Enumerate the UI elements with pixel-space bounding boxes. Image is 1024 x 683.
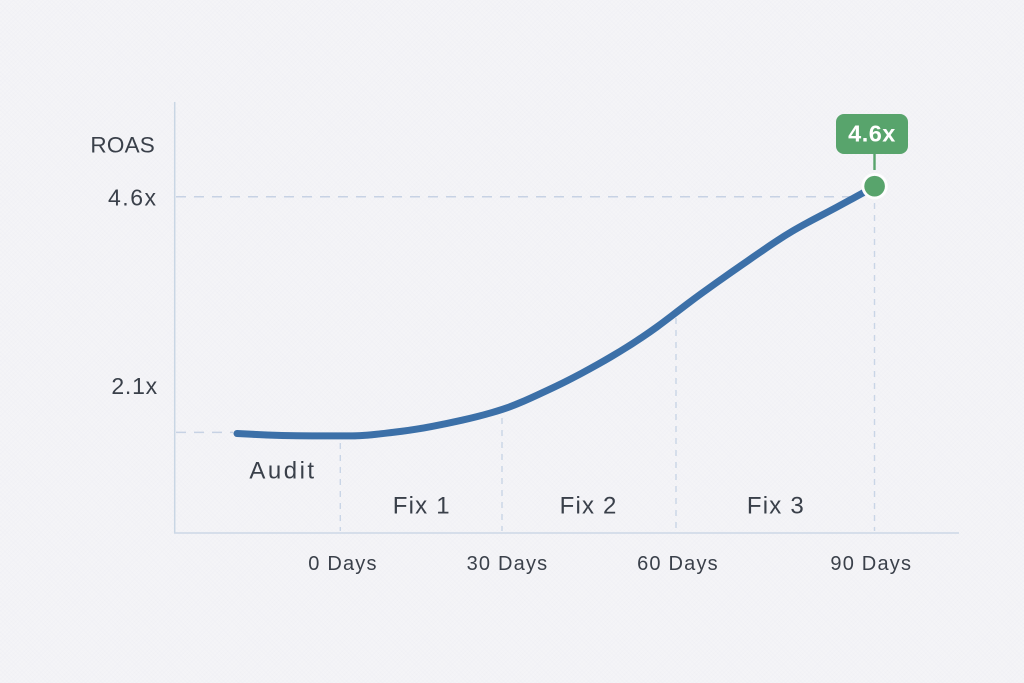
svg-text:ROAS: ROAS bbox=[90, 132, 155, 157]
svg-text:Fix 2: Fix 2 bbox=[560, 493, 618, 520]
svg-text:60 Days: 60 Days bbox=[637, 553, 719, 575]
svg-text:90 Days: 90 Days bbox=[830, 553, 912, 575]
svg-text:Fix 3: Fix 3 bbox=[747, 493, 805, 520]
svg-text:4.6x: 4.6x bbox=[848, 121, 896, 147]
svg-text:Audit: Audit bbox=[249, 458, 316, 485]
svg-text:Fix 1: Fix 1 bbox=[393, 493, 451, 520]
svg-text:2.1x: 2.1x bbox=[111, 373, 158, 399]
svg-text:0 Days: 0 Days bbox=[308, 553, 377, 575]
svg-text:30 Days: 30 Days bbox=[467, 553, 549, 575]
svg-text:4.6x: 4.6x bbox=[108, 185, 157, 211]
